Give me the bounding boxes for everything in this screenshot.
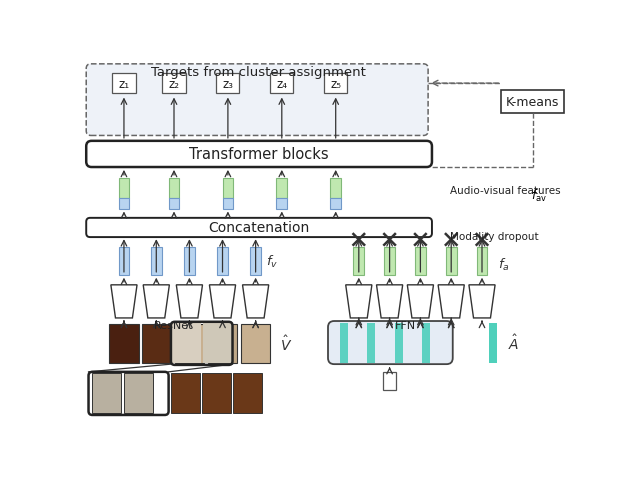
Bar <box>109 325 139 363</box>
Text: Modality dropout: Modality dropout <box>450 232 538 242</box>
Bar <box>208 325 237 363</box>
Bar <box>383 372 396 390</box>
FancyBboxPatch shape <box>86 219 432 238</box>
Text: z₃: z₃ <box>223 78 234 91</box>
Bar <box>184 247 195 275</box>
Bar <box>270 74 293 94</box>
Bar <box>168 199 179 209</box>
Bar <box>141 325 171 363</box>
Bar <box>501 91 564 114</box>
Bar <box>276 199 287 209</box>
FancyBboxPatch shape <box>328 322 452 365</box>
Bar <box>118 247 129 275</box>
Text: Concatenation: Concatenation <box>208 221 309 235</box>
Text: z₂: z₂ <box>168 78 179 91</box>
Bar <box>415 247 426 275</box>
Text: Audio-visual features: Audio-visual features <box>450 186 564 196</box>
Bar <box>92 374 121 413</box>
Bar <box>477 247 488 275</box>
Polygon shape <box>143 285 170 318</box>
Text: $\hat{A}$: $\hat{A}$ <box>508 333 520 352</box>
Text: z₁: z₁ <box>118 78 129 91</box>
Bar <box>353 247 364 275</box>
Polygon shape <box>469 285 495 318</box>
Bar <box>489 323 497 363</box>
Text: $\hat{V}$: $\hat{V}$ <box>280 334 292 353</box>
FancyBboxPatch shape <box>86 65 428 136</box>
Text: FFN: FFN <box>394 320 415 330</box>
Polygon shape <box>111 285 137 318</box>
Bar <box>330 199 341 209</box>
Bar <box>324 74 348 94</box>
Bar <box>163 74 186 94</box>
Bar <box>151 247 162 275</box>
Bar <box>223 199 234 209</box>
Bar <box>340 323 348 363</box>
Bar <box>113 74 136 94</box>
Bar <box>384 247 395 275</box>
Bar <box>118 179 129 199</box>
Bar <box>175 325 204 363</box>
Text: z₅: z₅ <box>330 78 341 91</box>
Bar <box>223 179 234 199</box>
Text: ResNet: ResNet <box>154 320 193 330</box>
Bar <box>204 324 232 364</box>
Bar <box>171 374 200 413</box>
Text: $f_v$: $f_v$ <box>266 253 278 269</box>
Text: Targets from cluster assignment: Targets from cluster assignment <box>151 66 366 79</box>
Bar <box>276 179 287 199</box>
Polygon shape <box>209 285 236 318</box>
Bar <box>172 324 201 364</box>
Polygon shape <box>243 285 269 318</box>
Bar <box>330 179 341 199</box>
Bar <box>232 374 262 413</box>
FancyBboxPatch shape <box>86 142 432 168</box>
Bar <box>367 323 375 363</box>
Bar <box>217 247 228 275</box>
Text: z₄: z₄ <box>276 78 287 91</box>
Polygon shape <box>376 285 403 318</box>
Text: K-means: K-means <box>506 96 559 109</box>
Bar <box>422 323 431 363</box>
Bar <box>241 325 270 363</box>
Bar <box>118 199 129 209</box>
Text: $f_a$: $f_a$ <box>498 257 510 272</box>
Bar <box>216 74 239 94</box>
Polygon shape <box>407 285 433 318</box>
Bar <box>202 374 231 413</box>
Polygon shape <box>176 285 202 318</box>
Text: $f_{\mathrm{av}}$: $f_{\mathrm{av}}$ <box>531 187 547 203</box>
Bar <box>395 323 403 363</box>
Polygon shape <box>346 285 372 318</box>
Bar <box>446 247 456 275</box>
Bar <box>124 374 153 413</box>
Bar <box>250 247 261 275</box>
Text: Transformer blocks: Transformer blocks <box>189 147 328 162</box>
Bar <box>168 179 179 199</box>
Polygon shape <box>438 285 464 318</box>
